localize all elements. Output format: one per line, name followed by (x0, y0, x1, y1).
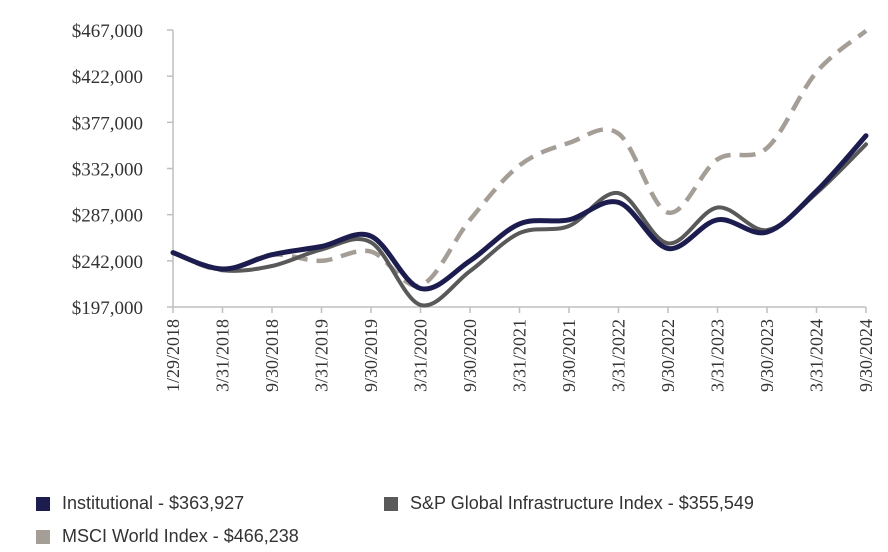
y-tick-label: $422,000 (72, 67, 143, 88)
series-layer (170, 29, 869, 308)
legend-label-msci-world: MSCI World Index - $466,238 (62, 526, 299, 546)
x-tick-label: 3/31/2018 (213, 319, 233, 392)
y-axis: $197,000 $242,000 $287,000 $332,000 $377,000… (72, 21, 174, 319)
x-tick-label: 3/31/2019 (312, 319, 332, 392)
y-tick-label: $197,000 (72, 298, 143, 319)
legend-item-institutional: Institutional - $363,927 (36, 493, 244, 514)
legend-item-msci-world: MSCI World Index - $466,238 (36, 526, 299, 547)
x-tick-label: 3/31/2020 (411, 319, 431, 392)
x-tick-label: 1/29/2018 (163, 319, 183, 392)
x-tick-label: 3/31/2022 (609, 319, 629, 392)
y-tick-label: $332,000 (72, 160, 143, 181)
series-line-institutional (170, 133, 869, 292)
x-axis: 1/29/2018 3/31/2018 9/30/2018 3/31/2019 9/30… (163, 306, 876, 392)
x-tick-label: 3/31/2023 (708, 319, 728, 392)
x-tick-label: 9/30/2022 (658, 319, 678, 392)
x-tick-label: 9/30/2021 (559, 319, 579, 392)
y-tick-label: $287,000 (72, 206, 143, 227)
x-tick-label: 9/30/2023 (757, 319, 777, 392)
x-tick-label: 3/31/2021 (510, 319, 530, 392)
x-tick-label: 9/30/2018 (262, 319, 282, 392)
y-tick-label: $377,000 (72, 113, 143, 134)
series-line-msci-world (172, 29, 868, 289)
y-tick-label: $467,000 (72, 21, 143, 42)
legend-swatch-msci-world (36, 529, 50, 544)
x-tick-label: 9/30/2019 (361, 319, 381, 392)
legend-swatch-sp-global-infrastructure (384, 496, 398, 511)
x-tick-label: 9/30/2020 (460, 319, 480, 392)
y-tick-label: $242,000 (72, 252, 143, 273)
legend-item-sp-global-infrastructure: S&P Global Infrastructure Index - $355,5… (384, 493, 754, 514)
series-line-sp-global-infrastructure (171, 142, 868, 308)
legend-label-sp-global-infrastructure: S&P Global Infrastructure Index - $355,5… (410, 493, 754, 513)
line-chart: $197,000 $242,000 $287,000 $332,000 $377,000… (72, 21, 876, 392)
x-tick-label: 9/30/2024 (856, 319, 876, 392)
legend-label-institutional: Institutional - $363,927 (62, 493, 245, 513)
x-tick-label: 3/31/2024 (807, 319, 827, 392)
legend-swatch-institutional (36, 496, 50, 511)
